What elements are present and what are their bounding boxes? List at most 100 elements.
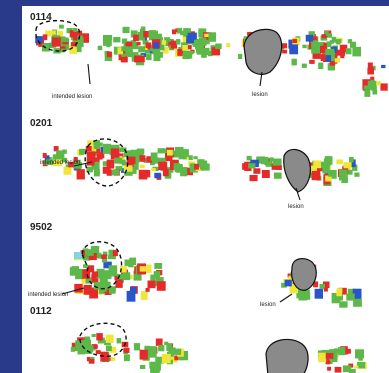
activation-voxel [211,47,221,56]
activation-voxel [86,166,93,173]
activation-voxel [53,146,59,152]
activation-voxel [115,279,123,288]
activation-voxel [130,30,138,38]
activation-voxel [42,34,48,41]
activation-voxel [288,39,296,49]
activation-voxel [62,149,67,154]
activation-voxel [189,51,194,55]
activation-voxel [129,151,136,157]
activation-voxel [105,345,112,352]
activation-voxel [348,369,356,373]
activation-voxel [215,43,222,49]
activation-voxel [124,150,132,158]
activation-voxel [114,276,120,281]
activation-voxel [158,345,165,352]
activation-voxel [51,37,61,47]
arrow-intended-9502 [61,287,85,295]
activation-voxel [136,42,141,46]
lesion-shape-0112 [265,338,309,373]
activation-voxel [60,38,70,50]
activation-voxel [112,250,118,257]
activation-voxel [74,283,83,293]
activation-voxel [116,338,122,344]
activation-voxel [69,45,77,54]
arrow-lesion-0114 [259,71,263,87]
activation-voxel [153,52,161,62]
activation-voxel [119,265,127,273]
activation-voxel [125,49,132,57]
activation-voxel [346,348,351,354]
activation-voxel [226,43,231,48]
activation-voxel [269,157,274,162]
activation-voxel [133,163,139,169]
activation-voxel [123,165,133,172]
activation-voxel [372,90,378,95]
activation-voxel [123,354,130,362]
activation-voxel [131,52,139,58]
activation-voxel [260,156,269,165]
activation-voxel [174,164,183,172]
activation-voxel [202,47,210,56]
activation-voxel [50,30,56,35]
activation-voxel [247,31,253,36]
activation-voxel [132,42,139,50]
activation-voxel [248,163,256,169]
activation-voxel [253,168,261,174]
activation-voxel [313,281,319,288]
activation-voxel [170,356,178,363]
intended-label-0114: intended lesion [52,94,92,100]
activation-voxel [352,164,358,171]
activation-voxel [327,63,335,71]
activation-voxel [162,47,169,54]
activation-voxel [79,149,85,155]
activation-voxel [122,26,130,34]
activation-voxel [177,27,183,34]
activation-voxel [180,167,188,177]
activation-voxel [265,161,272,167]
activation-voxel [143,45,148,50]
sample-label-0201: 0201 [30,118,53,129]
activation-voxel [333,348,342,355]
activation-voxel [95,164,100,169]
activation-voxel [139,349,148,360]
activation-voxel [45,30,52,37]
activation-voxel [338,287,347,295]
arrow-lesion-0201 [295,187,301,201]
activation-voxel [139,266,146,272]
activation-voxel [322,281,330,288]
activation-voxel [100,254,107,259]
activation-voxel [88,145,97,152]
activation-voxel [86,265,95,273]
activation-voxel [90,246,100,257]
activation-voxel [69,267,78,276]
activation-voxel [194,164,199,170]
activation-voxel [166,343,173,351]
activation-voxel [352,288,362,299]
activation-voxel [146,156,153,163]
arrow-lesion-9502 [279,293,293,303]
activation-voxel [318,352,327,363]
activation-voxel [139,164,145,169]
activation-voxel [322,164,330,174]
activation-voxel [335,39,342,44]
activation-voxel [345,48,352,55]
activation-voxel [81,278,88,284]
lesion-map-figure: intended lesion lesion intended lesion l… [28,19,388,373]
activation-voxel [121,38,128,44]
activation-voxel [84,347,93,354]
activation-voxel [157,148,165,154]
activation-voxel [83,264,89,268]
activation-voxel [338,347,346,356]
activation-voxel [323,158,331,167]
activation-voxel [120,56,128,63]
activation-voxel [186,45,192,50]
activation-voxel [289,283,298,294]
activation-voxel [129,258,135,263]
activation-voxel [85,277,92,284]
activation-voxel [150,274,156,281]
activation-voxel [68,162,74,168]
activation-voxel [363,85,369,90]
activation-voxel [76,169,85,180]
activation-voxel [86,256,91,260]
activation-voxel [172,29,177,35]
